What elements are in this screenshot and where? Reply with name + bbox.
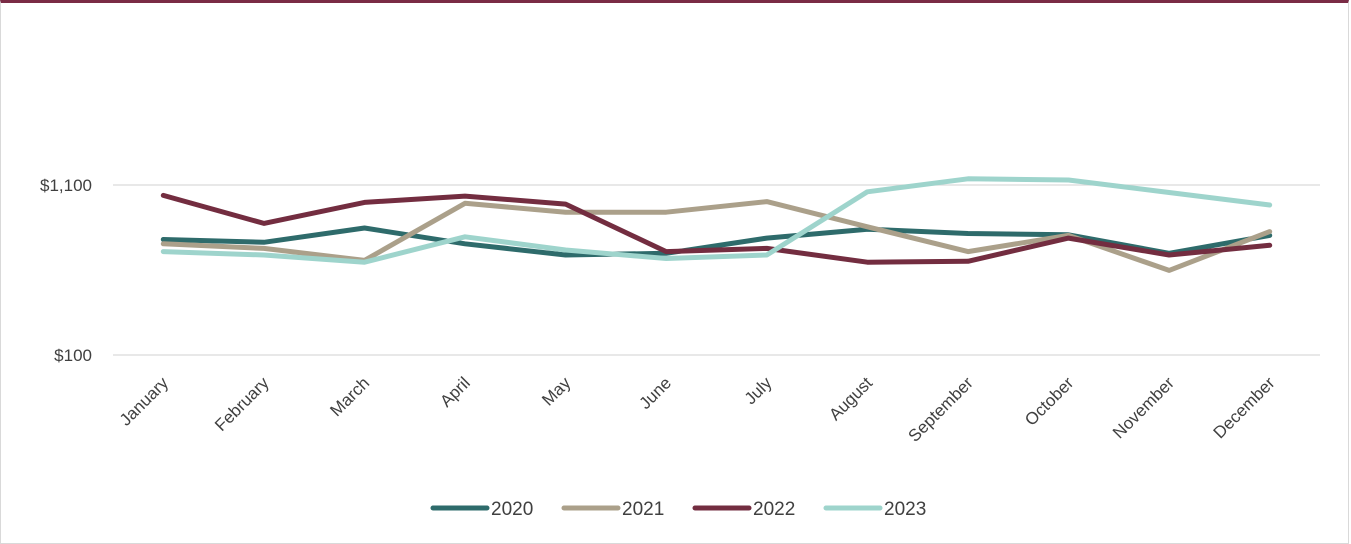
series-line-2023 — [160, 176, 1273, 265]
legend: 2020 2021 2022 2023 — [430, 499, 926, 520]
legend-label-2020: 2020 — [491, 499, 533, 520]
y-tick-label: $1,100 — [40, 176, 92, 195]
x-tick-label: January — [116, 373, 173, 430]
x-tick-label: June — [636, 373, 676, 413]
x-tick-label: July — [741, 373, 776, 408]
gridlines — [113, 184, 1320, 356]
x-tick-label: August — [825, 373, 876, 424]
x-tick-label: November — [1109, 373, 1178, 442]
x-tick-label: May — [538, 373, 574, 409]
x-tick-label: September — [905, 373, 977, 445]
x-tick-label: October — [1021, 373, 1077, 429]
series-line-2022 — [160, 192, 1273, 265]
series-line-2020 — [160, 225, 1273, 258]
x-axis-ticks: January February March April May June July Augu… — [116, 373, 1279, 446]
x-tick-label: March — [326, 373, 373, 420]
x-tick-label: December — [1210, 373, 1279, 442]
x-tick-label: April — [436, 373, 473, 410]
legend-label-2023: 2023 — [884, 499, 926, 520]
legend-label-2022: 2022 — [753, 499, 795, 520]
series-lines — [160, 176, 1273, 273]
y-tick-label: $100 — [54, 346, 92, 365]
y-axis-ticks: $100 $1,100 — [40, 176, 92, 365]
x-tick-label: February — [211, 373, 273, 435]
legend-label-2021: 2021 — [622, 499, 664, 520]
